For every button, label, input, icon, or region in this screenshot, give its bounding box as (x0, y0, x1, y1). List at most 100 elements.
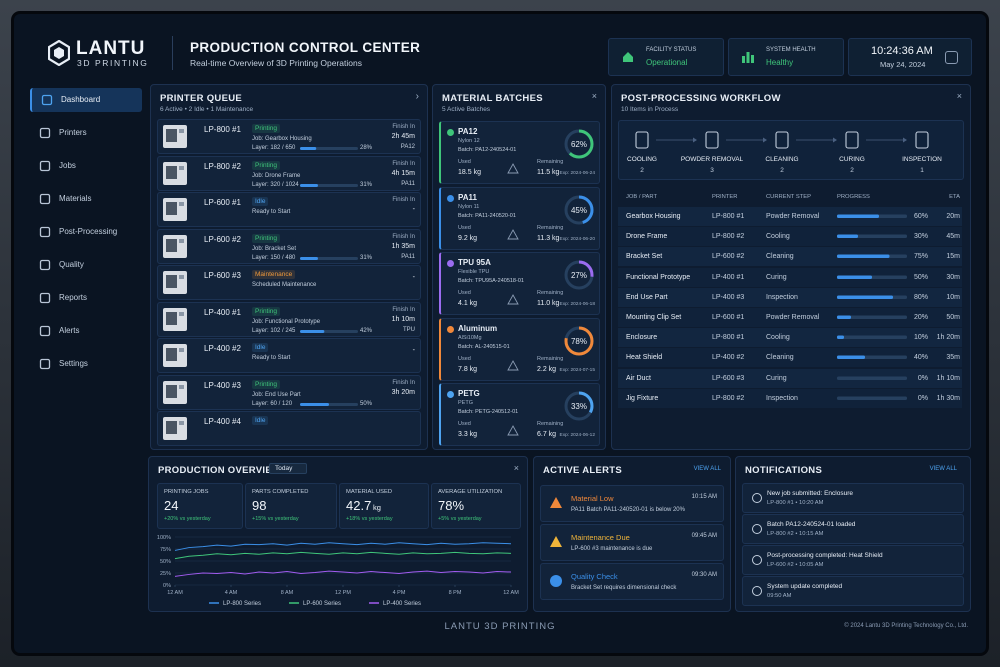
progress-track (837, 315, 907, 319)
column-header: JOB / PART (626, 194, 658, 200)
progress-bar (837, 295, 893, 299)
notification-meta: LP-800 #1 • 10:20 AM (767, 500, 824, 506)
view-all[interactable]: VIEW ALL (693, 466, 721, 472)
step-arrow (866, 137, 907, 143)
printer: LP-800 #2 (712, 394, 745, 402)
view-all[interactable]: VIEW ALL (929, 466, 957, 472)
alert-card: Quality Check 09:30 AM Bracket Set require… (540, 563, 724, 600)
notification-card: New job submitted: Enclosure LP-800 #1 • … (742, 483, 964, 513)
batch-icon (447, 260, 454, 267)
nav-item[interactable]: Dashboard (30, 88, 142, 112)
progress-label: 60% (913, 213, 928, 220)
material: PA11 (401, 253, 415, 260)
icon-shape (447, 194, 454, 202)
progress-track (837, 335, 907, 340)
nav-item[interactable]: Post-Processing (30, 220, 140, 244)
part: Enclosure (626, 334, 658, 342)
layer: Layer: 150 / 480 (252, 254, 296, 261)
nav-item[interactable]: Reports (30, 286, 140, 310)
eta: 30m (946, 273, 960, 281)
x-tick-label: 12 AM (167, 590, 183, 596)
arrow-head (903, 137, 907, 143)
close[interactable]: × (513, 463, 519, 473)
label: SYSTEM HEALTH (766, 47, 816, 53)
icon-shape (39, 127, 51, 139)
close[interactable]: × (591, 91, 597, 101)
kpi-card: PARTS COMPLETED 98 +15% vs yesterday (245, 483, 337, 529)
close[interactable]: × (956, 91, 962, 101)
remaining: 11.0 kg (537, 300, 560, 307)
batch-name: PA11 (458, 192, 477, 202)
kpi-value: 42.7 (346, 498, 372, 513)
printer-window (166, 129, 177, 142)
eta: 50m (946, 314, 960, 321)
x-tick-label: 8 AM (281, 590, 294, 596)
panel-title: MATERIAL BATCHES (442, 93, 543, 104)
printer-thumbnail (163, 417, 187, 440)
progress (837, 396, 907, 400)
job: Job: Bracket Set (252, 245, 297, 252)
kpi-card: PRINTING JOBS 24 +20% vs yesterday (157, 483, 243, 529)
nav-item[interactable]: Quality (30, 253, 140, 277)
warning-icon (507, 228, 519, 239)
notification-icon (752, 493, 762, 503)
printer-thumbnail (163, 161, 187, 185)
x-tick-label: 12 AM (503, 590, 519, 596)
printer: LP-600 #1 (712, 314, 745, 321)
nav-item[interactable]: Printers (30, 121, 140, 145)
printer-thumbnail (163, 234, 187, 258)
used-label: Used (458, 159, 471, 165)
printer-row: LP-600 #1 Idle Ready to Start Finish In - (157, 192, 421, 227)
remaining: 6.7 kg (537, 431, 557, 438)
nav-item[interactable]: Settings (30, 352, 140, 376)
brand: LANTU (76, 38, 146, 59)
printer-window (166, 275, 177, 288)
nav-item[interactable]: Alerts (30, 319, 140, 343)
donut: 27% (564, 260, 594, 290)
progress-label: 10% (913, 334, 928, 342)
progress-bar (300, 329, 325, 333)
status-badge: Printing (252, 124, 281, 133)
expand[interactable]: › (415, 91, 419, 102)
remaining-label: Remaining (537, 159, 564, 165)
icon-shape (39, 358, 51, 370)
progress-label: 0% (917, 394, 928, 402)
icon-shape (507, 359, 519, 370)
eta: 15m (946, 253, 960, 261)
printer: LP-600 #2 (712, 253, 745, 261)
printer-window (166, 421, 177, 434)
fullscreen-button[interactable] (945, 51, 958, 64)
icon-shape (550, 575, 562, 587)
nav-icon (39, 358, 51, 370)
period-dropdown[interactable]: Today (269, 463, 308, 474)
icon-shape (39, 292, 51, 304)
arrow-head (693, 137, 697, 143)
nav-label: Dashboard (61, 95, 101, 104)
progress (837, 335, 907, 340)
kpi-value: 98 (252, 498, 267, 513)
batch-name: PA12 (458, 127, 478, 136)
progress-bar (837, 275, 872, 279)
nav-item[interactable]: Materials (30, 187, 140, 211)
status-badge: Idle (252, 416, 269, 425)
job: Job: End Use Part (252, 391, 301, 398)
batch-card: Aluminum AlSi10Mg Batch: AL-240515-01 Used 7… (439, 317, 600, 381)
step-name: COOLING (627, 156, 657, 163)
progress-bar (300, 256, 318, 260)
expiry: Exp: 2024-06-24 (559, 171, 595, 176)
printer-row: LP-400 #2 Idle Ready to Start - (157, 338, 421, 373)
panel-title: NOTIFICATIONS (745, 465, 823, 476)
series-line (174, 542, 512, 551)
printer-thumbnail (163, 344, 187, 367)
notification-icon (752, 586, 762, 596)
y-tick-label: 0% (163, 583, 171, 589)
progress (300, 329, 358, 333)
remaining-label: Remaining (537, 355, 564, 362)
printer-panel (179, 348, 184, 352)
alert-title: Maintenance Due (571, 533, 630, 542)
y-tick-label: 25% (160, 571, 171, 577)
kpi-unit: kg (373, 503, 381, 512)
nav-item[interactable]: Jobs (30, 154, 140, 178)
status-badge: Printing (252, 233, 281, 243)
x-tick-label: 4 AM (225, 590, 238, 596)
